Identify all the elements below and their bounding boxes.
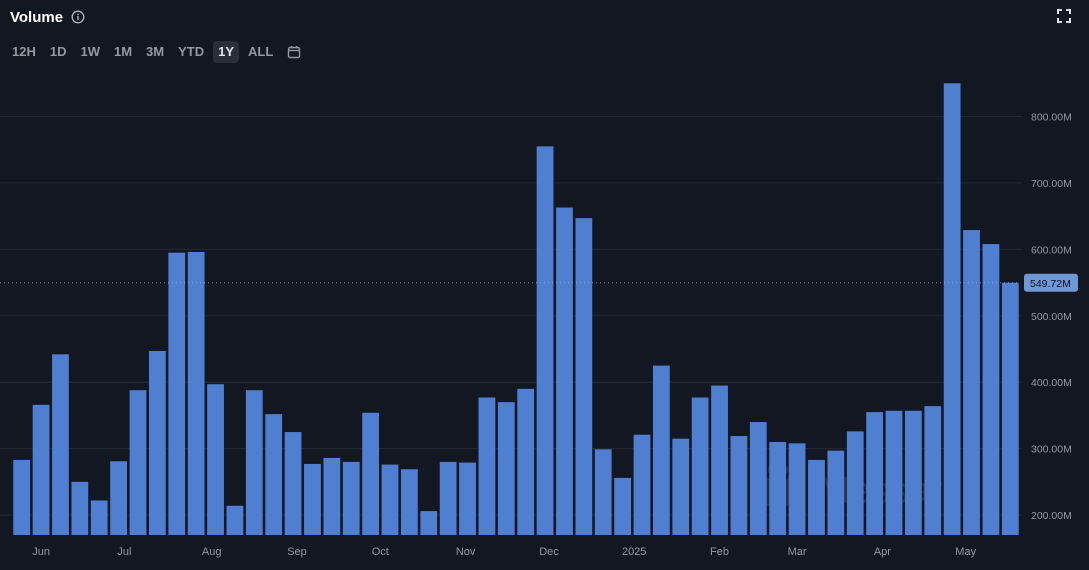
x-tick-label: Aug [202,546,222,558]
bar [1001,282,1019,535]
x-tick-label: Oct [372,546,389,558]
bar [420,511,438,535]
y-tick-label: 500.00M [1031,311,1072,323]
bar [536,146,554,535]
range-all-button[interactable]: ALL [248,44,274,59]
chart-title: Volume [10,8,64,26]
bar [381,464,399,535]
bar [265,414,283,535]
y-tick-label: 200.00M [1031,510,1072,522]
x-tick-label: Jul [117,546,131,558]
bar [556,207,573,535]
y-tick-label: 600.00M [1031,244,1072,256]
last-value-label: 549.72M [1024,273,1078,292]
range-ytd-button[interactable]: YTD [178,44,205,59]
range-12h-button[interactable]: 12H [12,44,36,59]
x-tick-label: Sep [287,546,307,558]
bar [71,481,89,535]
bar [594,449,612,535]
bar [168,252,186,535]
bar [400,469,418,535]
bar [924,406,942,535]
bar [904,410,922,535]
bar [982,244,1000,536]
last-value-label-text: 549.72M [1030,278,1071,290]
bar [226,505,244,535]
y-axis-ticks: 200.00M 300.00M 400.00M 500.00M 600.00M 700.0… [1031,112,1072,523]
range-1y-button[interactable]: 1Y [213,41,240,63]
y-tick-label: 700.00M [1031,178,1072,190]
expand-icon[interactable] [1057,9,1071,28]
y-tick-label: 300.00M [1031,444,1072,456]
x-tick-label: Feb [710,546,729,558]
x-tick-label: Apr [874,546,891,558]
bar [711,385,728,535]
calendar-icon[interactable] [282,43,306,61]
bar [575,218,593,535]
bar [691,397,709,535]
x-axis-ticks: Jun Jul Aug Sep Oct Nov Dec 2025 Feb Mar Apr May [32,546,976,558]
range-1w-button[interactable]: 1W [80,44,100,59]
bar [90,500,108,535]
bar [963,230,980,535]
bar [110,461,127,535]
x-tick-label: May [955,546,976,558]
bar [769,442,787,535]
x-tick-label: Dec [539,546,559,558]
bar [439,461,457,535]
bar [362,412,379,535]
bar [323,457,341,535]
x-tick-label: Jun [32,546,50,558]
bar [148,350,166,535]
bar [827,450,845,535]
y-tick-label: 400.00M [1031,377,1072,389]
y-tick-label: 800.00M [1031,112,1072,124]
bar [808,459,825,535]
bar [342,461,360,535]
bar [245,390,263,535]
range-1d-button[interactable]: 1D [49,44,67,59]
range-3m-button[interactable]: 3M [146,44,165,59]
bar [885,410,903,535]
header: Volume [10,6,85,28]
x-tick-label: 2025 [622,546,646,558]
bar [187,252,205,535]
bars [13,83,1019,536]
bar [749,422,767,535]
range-1m-button[interactable]: 1M [113,44,133,59]
x-tick-label: Mar [788,546,807,558]
bar [478,397,496,535]
bar [497,402,515,535]
info-icon[interactable] [71,10,85,24]
bar [517,388,535,535]
bar [207,384,224,535]
bar [129,390,147,535]
bar [284,432,302,535]
last-value-label-bg [1024,273,1078,292]
bar [633,434,651,535]
bar [846,431,864,535]
bar [866,412,883,535]
bar [652,365,670,535]
bar [614,477,631,535]
time-range-selector: 12H 1D 1W 1M 3M YTD 1Y ALL [7,41,306,63]
x-tick-label: Nov [456,546,476,558]
bar [13,459,31,535]
bar [52,354,69,535]
bar [672,438,690,535]
bar [788,443,806,535]
bar [304,463,321,535]
bar [32,404,50,535]
bar [943,83,961,535]
bar [459,462,476,535]
bar [730,436,748,535]
